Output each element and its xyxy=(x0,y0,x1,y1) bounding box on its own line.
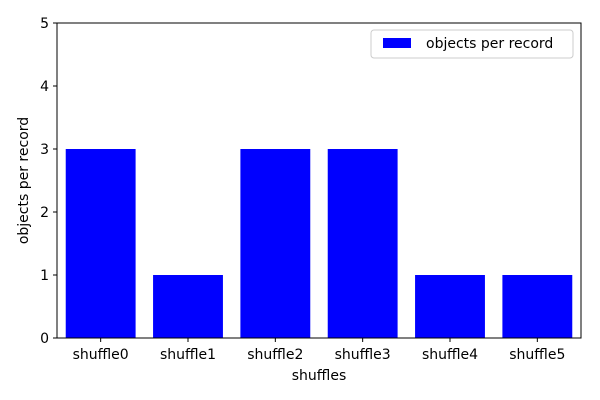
x-tick-label-shuffle0: shuffle0 xyxy=(73,347,129,363)
y-tick-label-5: 5 xyxy=(40,16,49,32)
x-tick-label-shuffle1: shuffle1 xyxy=(160,347,216,363)
x-axis: shuffle0 shuffle1 shuffle2 shuffle3 shuffle4… xyxy=(73,338,565,363)
bar-shuffle1 xyxy=(153,275,223,338)
legend: objects per record xyxy=(370,29,574,59)
x-tick-label-shuffle5: shuffle5 xyxy=(509,347,565,363)
y-axis-label: objects per record xyxy=(16,117,32,244)
legend-swatch xyxy=(383,38,411,48)
x-tick-label-shuffle3: shuffle3 xyxy=(335,347,391,363)
x-tick-label-shuffle2: shuffle2 xyxy=(247,347,303,363)
bar-shuffle2 xyxy=(240,149,311,338)
y-tick-label-1: 1 xyxy=(40,268,49,284)
y-tick-label-3: 3 xyxy=(40,142,49,158)
x-axis-label: shuffles xyxy=(292,368,346,384)
x-tick-label-shuffle4: shuffle4 xyxy=(422,347,478,363)
y-axis: 0 1 2 3 4 5 xyxy=(40,16,57,347)
plot-area-frame xyxy=(56,22,582,339)
bar-group xyxy=(65,149,573,338)
y-tick-label-0: 0 xyxy=(40,331,49,347)
bar-shuffle4 xyxy=(415,275,485,338)
legend-label: objects per record xyxy=(426,36,553,52)
bar-shuffle0 xyxy=(65,149,136,338)
legend-box xyxy=(370,29,574,59)
bar-shuffle5 xyxy=(502,275,573,338)
y-tick-label-2: 2 xyxy=(40,205,49,221)
y-tick-label-4: 4 xyxy=(40,79,49,95)
bar-shuffle3 xyxy=(327,149,398,338)
